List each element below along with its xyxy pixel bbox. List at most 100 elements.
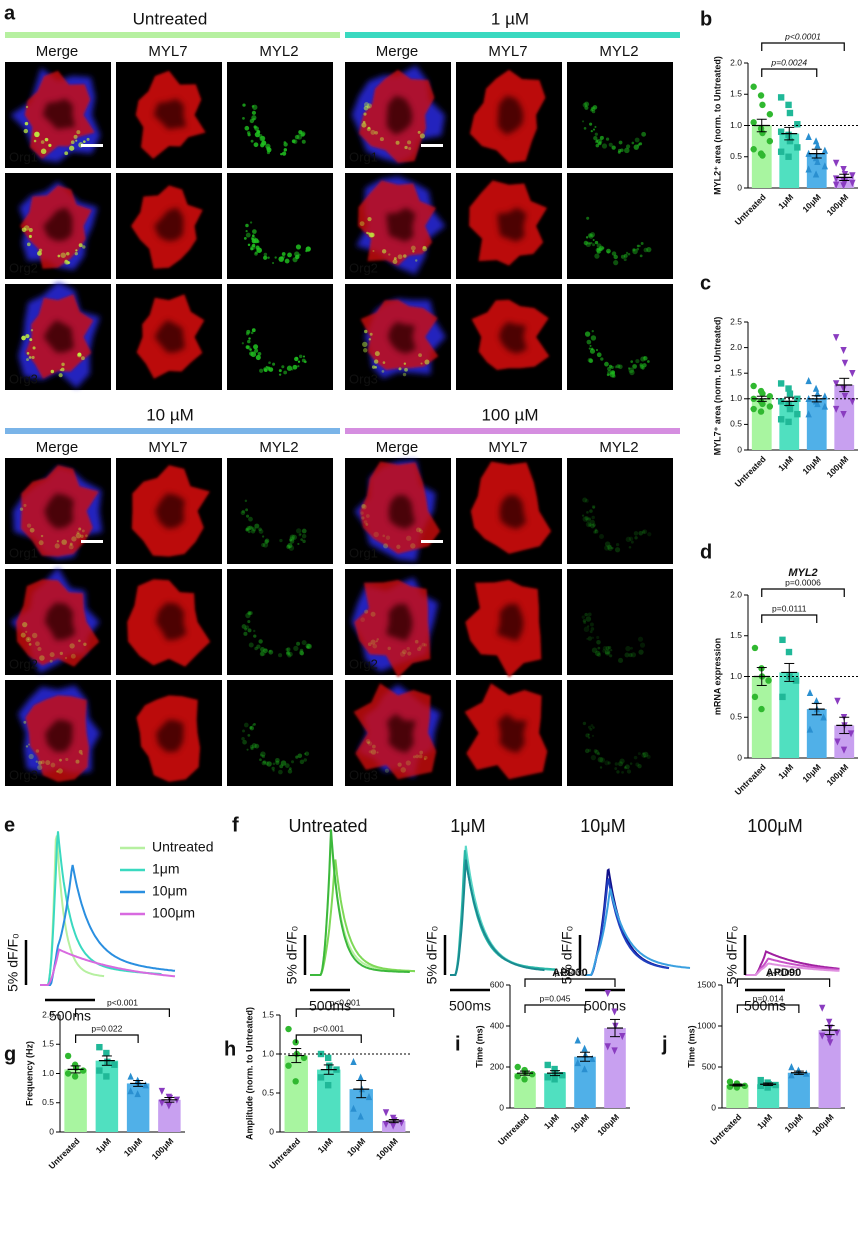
y-tick-label: 0 bbox=[737, 752, 742, 762]
myl2-signal bbox=[245, 223, 249, 228]
myl2-signal bbox=[419, 529, 424, 534]
y-axis-label: Time (ms) bbox=[686, 1025, 696, 1067]
data-point bbox=[759, 400, 766, 408]
significance-bracket bbox=[761, 614, 818, 623]
myl2-signal bbox=[372, 249, 375, 253]
myl2-signal bbox=[301, 533, 307, 539]
myl2-signal bbox=[363, 105, 369, 111]
panel-letter: h bbox=[224, 1038, 236, 1060]
myl2-signal bbox=[628, 653, 633, 658]
y-tick-label: 200 bbox=[490, 1061, 504, 1071]
data-point bbox=[766, 111, 774, 118]
myl2-signal bbox=[281, 151, 287, 156]
x-tick-label: Untreated bbox=[708, 1112, 743, 1147]
bar bbox=[751, 676, 772, 758]
y-tick-label: 0.5 bbox=[262, 1087, 274, 1097]
myl2-signal bbox=[646, 754, 651, 759]
p-value: p=0.0006 bbox=[785, 577, 821, 587]
panel-letter: j bbox=[661, 1033, 668, 1055]
myl2-signal bbox=[299, 650, 304, 656]
myl2-signal bbox=[415, 754, 420, 759]
myl2-signal bbox=[281, 365, 285, 369]
y-axis-label: MYL7⁺ area (norm. to Untreated) bbox=[712, 317, 722, 456]
myl2-signal bbox=[263, 252, 268, 257]
panel-letter: f bbox=[232, 814, 239, 836]
trace bbox=[310, 829, 410, 976]
data-point bbox=[750, 405, 757, 413]
myl2-signal bbox=[40, 148, 47, 155]
scale-label: 5% dF/F₀ bbox=[284, 925, 300, 984]
bar bbox=[726, 1085, 749, 1108]
myl2-signal bbox=[285, 647, 289, 652]
myl2-signal bbox=[641, 752, 647, 758]
myl2-signal bbox=[272, 762, 276, 766]
myl2-signal bbox=[242, 739, 247, 745]
myl7-interior bbox=[388, 495, 416, 530]
myl2-signal bbox=[360, 511, 364, 515]
scale-label: 500ms bbox=[49, 1008, 91, 1024]
x-tick-label: 100μM bbox=[824, 762, 850, 788]
myl2-signal bbox=[583, 127, 587, 130]
myl2-signal bbox=[26, 242, 31, 247]
myl2-signal bbox=[625, 536, 632, 543]
myl2-signal bbox=[366, 231, 369, 235]
myl2-signal bbox=[415, 259, 418, 262]
myl2-signal bbox=[26, 352, 30, 355]
myl2-signal bbox=[588, 233, 594, 239]
panel-letter: d bbox=[700, 541, 712, 563]
data-point bbox=[777, 398, 785, 405]
myl2-signal bbox=[39, 655, 45, 661]
myl2-signal bbox=[59, 651, 63, 656]
myl2-signal bbox=[267, 368, 271, 372]
data-point bbox=[103, 1049, 110, 1057]
myl2-signal bbox=[592, 128, 596, 131]
myl2-signal bbox=[272, 769, 275, 772]
y-tick-label: 600 bbox=[490, 979, 504, 989]
myl2-signal bbox=[251, 105, 255, 108]
myl2-signal bbox=[420, 362, 423, 365]
myl2-signal bbox=[56, 540, 60, 543]
myl2-signal bbox=[636, 247, 640, 251]
myl2-signal bbox=[588, 523, 592, 527]
myl2-signal bbox=[371, 744, 376, 749]
myl2-signal bbox=[630, 652, 637, 658]
myl2-signal bbox=[37, 760, 42, 765]
data-point bbox=[759, 390, 766, 397]
myl2-signal bbox=[385, 535, 391, 540]
y-tick-label: 2.5 bbox=[730, 316, 742, 326]
data-point bbox=[544, 1074, 551, 1081]
myl2-signal bbox=[605, 646, 610, 651]
myl2-signal bbox=[292, 257, 298, 263]
myl2-signal bbox=[582, 516, 589, 522]
myl2-signal bbox=[70, 140, 75, 145]
myl2-signal bbox=[25, 636, 31, 643]
myl2-signal bbox=[263, 255, 268, 260]
data-point bbox=[785, 153, 792, 160]
myl2-signal bbox=[254, 348, 259, 353]
data-point bbox=[832, 380, 840, 388]
significance-bracket bbox=[295, 1008, 395, 1017]
myl2-signal bbox=[69, 145, 75, 151]
myl2-signal bbox=[251, 110, 257, 115]
data-point bbox=[814, 157, 821, 165]
data-point bbox=[350, 1057, 357, 1065]
myl2-signal bbox=[623, 766, 627, 770]
data-point bbox=[604, 1043, 611, 1051]
legend-label: 1μm bbox=[152, 861, 180, 877]
myl2-signal bbox=[297, 542, 300, 546]
myl2-signal bbox=[592, 243, 596, 247]
myl2-signal bbox=[61, 539, 67, 545]
data-point bbox=[785, 400, 792, 408]
data-point bbox=[806, 688, 814, 696]
p-value: p<0.0001 bbox=[784, 31, 821, 41]
myl2-signal bbox=[621, 770, 624, 774]
myl7-interior bbox=[156, 719, 184, 753]
micrograph bbox=[227, 458, 333, 564]
myl2-signal bbox=[292, 364, 298, 370]
myl2-signal bbox=[302, 539, 306, 544]
legend-label: 100μm bbox=[152, 905, 195, 921]
myl2-signal bbox=[624, 147, 630, 154]
y-axis-label: Time (ms) bbox=[474, 1025, 484, 1067]
myl2-signal bbox=[299, 759, 305, 765]
myl2-signal bbox=[423, 758, 427, 761]
